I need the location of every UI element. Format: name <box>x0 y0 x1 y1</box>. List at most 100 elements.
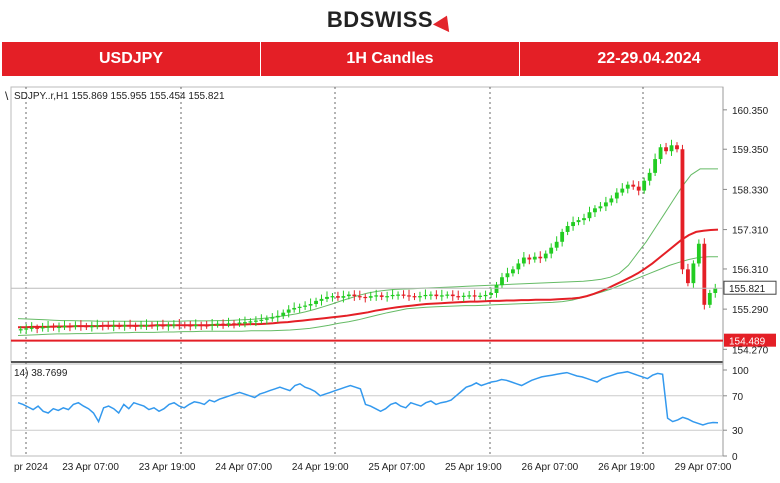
candle-body <box>314 300 318 305</box>
x-tick-label: 23 Apr 19:00 <box>139 462 196 473</box>
candle-body <box>603 202 608 207</box>
rsi-tick-label: 0 <box>732 452 738 463</box>
candle-body <box>18 329 23 331</box>
candle-body <box>439 295 444 297</box>
brand-name-part2: SWISS <box>359 7 434 32</box>
candle-body <box>434 294 439 297</box>
rsi-tick-label: 30 <box>732 426 744 437</box>
candle-body <box>232 323 236 325</box>
candle-body <box>171 324 176 326</box>
candles <box>18 139 718 334</box>
candle-body <box>379 295 384 297</box>
candle-body <box>587 212 592 219</box>
candle-body <box>647 172 652 181</box>
candle-body <box>325 296 329 299</box>
candle-body <box>472 295 477 297</box>
candle-body <box>24 328 29 330</box>
candle-body <box>248 321 253 323</box>
candle-body <box>467 295 472 297</box>
bollinger-upper-line <box>17 168 718 322</box>
candle-body <box>286 309 291 313</box>
candle-body <box>303 305 308 307</box>
candle-body <box>51 326 56 328</box>
rsi-tick-label: 70 <box>732 392 744 403</box>
grid-lines <box>11 87 723 456</box>
brand-logo: BDSWISS <box>0 4 780 36</box>
candle-body <box>319 298 324 301</box>
candle-body <box>516 263 521 270</box>
candle-body <box>78 325 83 327</box>
candle-body <box>527 257 532 260</box>
candle-body <box>243 322 247 324</box>
ma-fast-line <box>18 228 719 329</box>
candle-body <box>396 294 400 296</box>
levels: 154.489 155.821 <box>11 280 777 348</box>
candle-body <box>478 295 483 297</box>
current-price-label-bg <box>723 280 777 295</box>
candle-body <box>598 206 603 209</box>
candle-body <box>346 294 351 297</box>
candle-body <box>489 292 493 295</box>
bollinger-bands <box>17 168 718 336</box>
candle-body <box>35 327 40 329</box>
brand-name: BDSWISS <box>327 7 433 33</box>
candle-body <box>653 159 658 173</box>
candle-body <box>128 325 133 327</box>
candle-body <box>226 323 231 325</box>
candle-body <box>150 324 154 327</box>
candle-body <box>117 325 122 327</box>
candle-body <box>308 304 313 306</box>
candle-body <box>554 241 559 248</box>
rsi-line <box>17 370 719 426</box>
support-label-bg <box>724 333 776 347</box>
candle-body <box>428 294 433 296</box>
candle-body <box>352 294 357 297</box>
x-tick-label: 25 Apr 07:00 <box>368 462 425 473</box>
candle-body <box>237 322 242 324</box>
rsi-tick-label: 100 <box>732 366 749 377</box>
candle-body <box>199 324 204 327</box>
candle-body <box>576 220 581 223</box>
candle-body <box>46 326 50 328</box>
candle-body <box>631 184 636 187</box>
candle-body <box>133 325 138 327</box>
candle-body <box>177 324 182 326</box>
candle-body <box>297 306 302 308</box>
x-tick-label: 26 Apr 07:00 <box>522 462 579 473</box>
candle-body <box>144 324 149 327</box>
candle-body <box>642 180 647 191</box>
candle-body <box>702 243 707 305</box>
candle-body <box>571 222 575 227</box>
candle-body <box>111 325 116 327</box>
candle-body <box>182 324 187 327</box>
bollinger-lower-line <box>17 256 718 336</box>
candle-body <box>390 294 395 297</box>
candle-body <box>521 257 526 264</box>
candle-body <box>560 231 565 242</box>
candle-body <box>511 269 515 274</box>
candle-body <box>543 253 548 259</box>
axes: pr 2024 23 Apr 07:00 23 Apr 19:00 24 Apr 07… <box>14 106 769 473</box>
candle-body <box>139 325 143 327</box>
candle-body <box>461 295 466 297</box>
corner-glyph: \ <box>5 89 9 103</box>
candle-body <box>664 147 668 152</box>
candle-body <box>57 326 61 329</box>
candle-body <box>450 294 455 297</box>
candle-body <box>625 184 630 189</box>
x-tick-label: 24 Apr 07:00 <box>215 462 272 473</box>
y-tick-label: 159.350 <box>732 145 769 156</box>
candle-body <box>95 325 100 327</box>
rsi-series <box>17 370 719 426</box>
candle-body <box>188 325 193 327</box>
candle-body <box>593 208 597 213</box>
candle-body <box>330 296 335 298</box>
candle-body <box>29 327 34 329</box>
candle-body <box>84 326 89 328</box>
candle-body <box>407 295 411 297</box>
candle-body <box>582 218 586 221</box>
candle-body <box>505 273 510 278</box>
candle-body <box>500 277 504 286</box>
candle-body <box>691 263 696 284</box>
banner-timeframe: 1H Candles <box>261 42 520 76</box>
